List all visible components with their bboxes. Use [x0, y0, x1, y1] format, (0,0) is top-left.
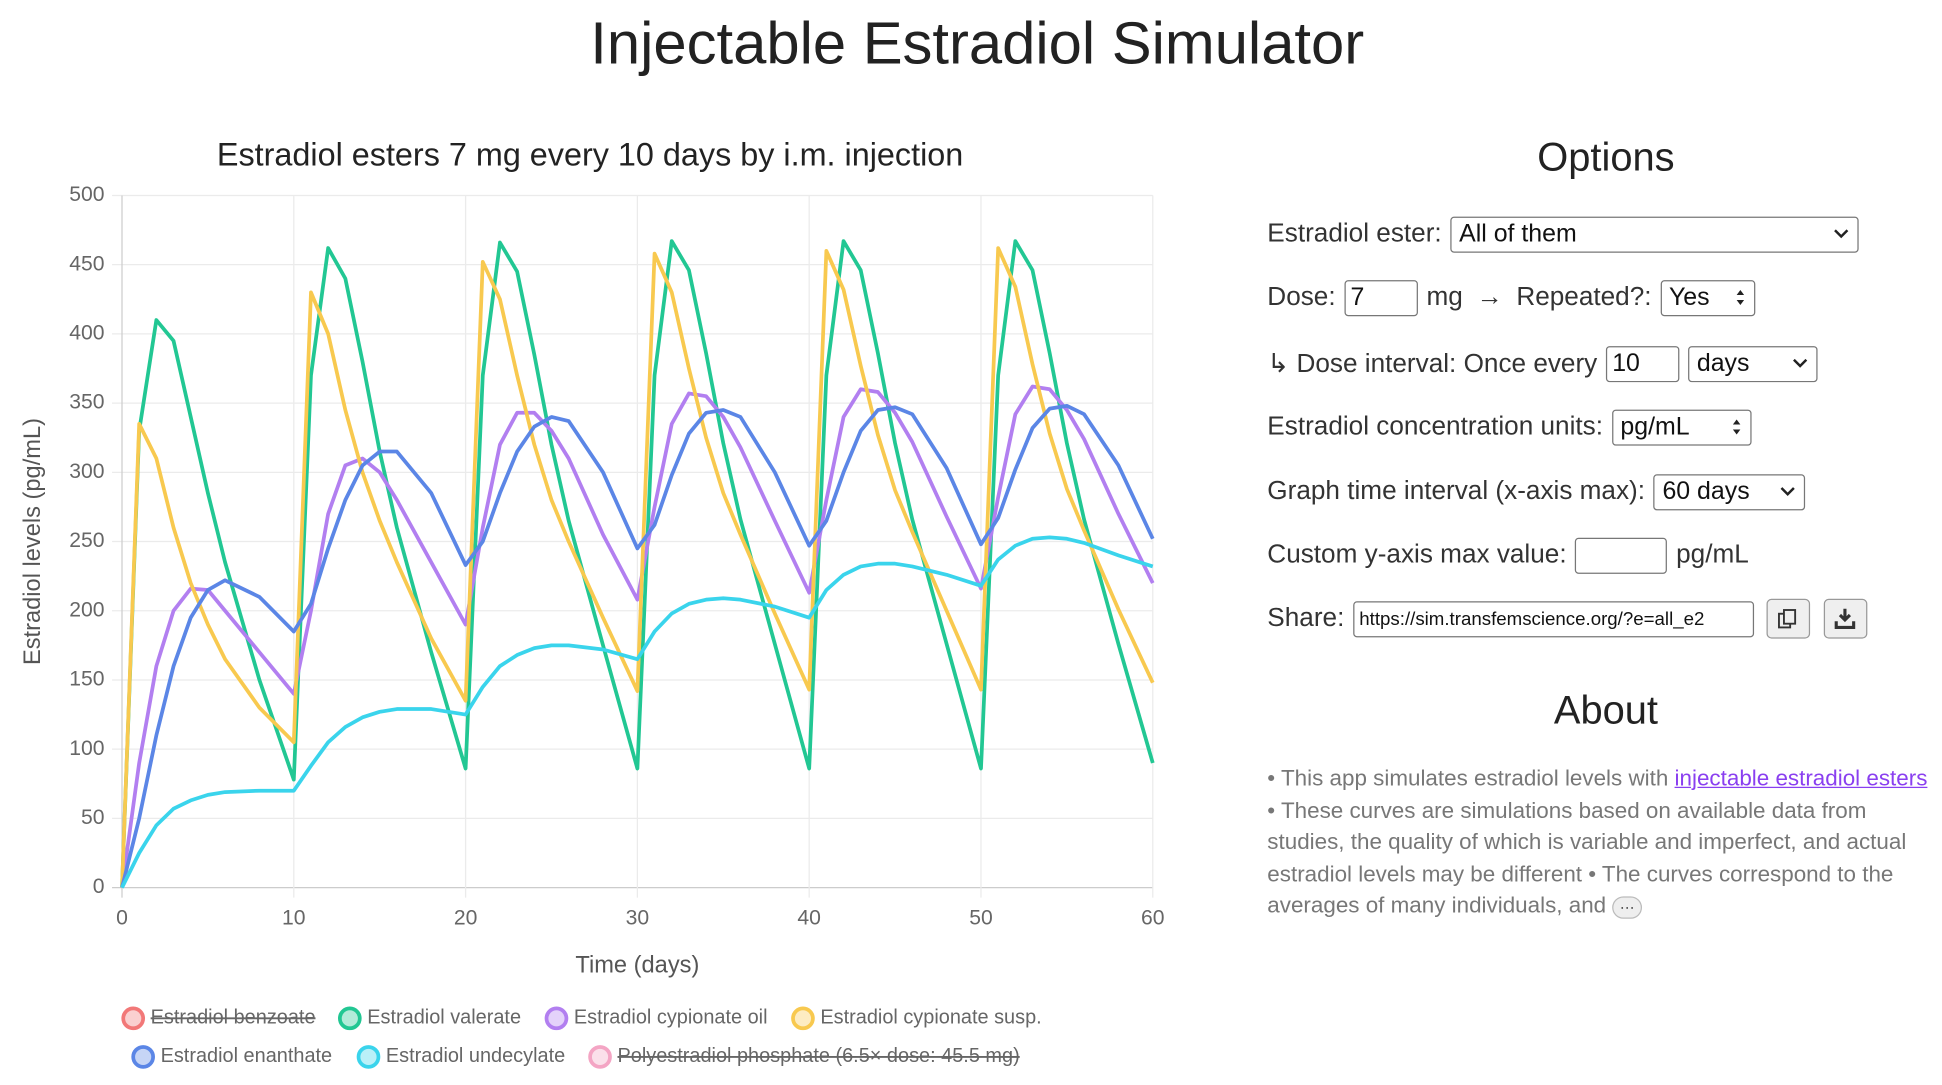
chart: Estradiol esters 7 mg every 10 days by i…: [20, 136, 1165, 1069]
chart-title: Estradiol esters 7 mg every 10 days by i…: [217, 136, 963, 172]
y-axis-label: Estradiol levels (pg/mL): [20, 418, 46, 665]
share-row: Share: https://sim.transfemscience.org/?…: [1267, 598, 1868, 640]
ymax-input[interactable]: [1575, 537, 1668, 574]
select-value: days: [1696, 349, 1750, 377]
graph-select[interactable]: 60 days: [1653, 473, 1806, 510]
x-axis-label: Time (days): [575, 952, 699, 978]
y-tick-label: 50: [81, 806, 105, 829]
x-tick-label: 0: [116, 906, 128, 929]
units-row: Estradiol concentration units: pg/mL: [1267, 406, 1752, 448]
ymax-row: Custom y-axis max value: pg/mL: [1267, 534, 1749, 576]
y-tick-label: 0: [93, 875, 105, 898]
label: Dose:: [1267, 282, 1336, 312]
input-value: 10: [1612, 349, 1640, 377]
label: Estradiol ester:: [1267, 219, 1442, 248]
y-tick-label: 200: [69, 598, 104, 621]
about-heading: About: [1553, 687, 1658, 733]
page-title: Injectable Estradiol Simulator: [590, 11, 1365, 78]
legend-label: Estradiol valerate: [367, 1007, 521, 1029]
label: Graph time interval (x-axis max):: [1267, 476, 1646, 506]
select-value: Yes: [1668, 283, 1710, 311]
series-line: [120, 239, 1155, 888]
dose-input[interactable]: 7: [1344, 279, 1418, 316]
arrow: →: [1476, 282, 1503, 312]
y-tick-label: 500: [69, 183, 104, 206]
label: ↳ Dose interval: Once every: [1267, 349, 1598, 378]
label: Share:: [1267, 603, 1345, 633]
text: • These curves are simulations based on …: [1267, 797, 1907, 918]
link[interactable]: injectable estradiol esters: [1674, 765, 1928, 791]
label: Estradiol concentration units:: [1267, 412, 1604, 441]
series-line: [120, 246, 1155, 888]
units-select[interactable]: pg/mL: [1611, 408, 1752, 446]
interval-input[interactable]: 10: [1605, 345, 1680, 382]
y-tick-label: 300: [69, 460, 104, 483]
share-input[interactable]: https://sim.transfemscience.org/?e=all_e…: [1353, 600, 1754, 637]
dose-row: Dose: 7 mg → Repeated?: Yes: [1267, 276, 1755, 318]
x-tick-label: 50: [969, 906, 993, 929]
interval-unit-select[interactable]: days: [1688, 345, 1818, 382]
unit: pg/mL: [1676, 540, 1749, 569]
input-value: https://sim.transfemscience.org/?e=all_e…: [1359, 608, 1705, 630]
x-tick-label: 10: [282, 906, 306, 929]
graph-row: Graph time interval (x-axis max): 60 day…: [1267, 471, 1806, 513]
series-line: [120, 535, 1154, 889]
legend-swatch: [131, 1045, 155, 1069]
input-value: 7: [1350, 283, 1365, 311]
legend-swatch: [121, 1006, 146, 1031]
select-value: pg/mL: [1620, 412, 1690, 441]
x-tick-label: 30: [626, 906, 650, 929]
repeated-select[interactable]: Yes: [1660, 279, 1755, 316]
series-line: [120, 403, 1155, 889]
chevron: [1781, 487, 1796, 496]
legend-swatch: [791, 1006, 815, 1031]
text: • This app simulates estradiol levels wi…: [1267, 765, 1675, 791]
label: Repeated?:: [1516, 282, 1652, 312]
options-heading: Options: [1537, 134, 1675, 180]
updown: [1736, 290, 1744, 306]
x-tick-label: 20: [454, 906, 478, 929]
download-icon: [1835, 608, 1856, 629]
y-tick-label: 150: [69, 668, 104, 691]
copy-icon: [1778, 609, 1797, 629]
chevron: [1834, 229, 1849, 239]
legend-label: Estradiol cypionate susp.: [820, 1007, 1041, 1029]
interval-row: ↳ Dose interval: Once every 10 days: [1267, 342, 1818, 384]
unit: mg: [1426, 282, 1463, 312]
legend-swatch: [337, 1006, 362, 1031]
more-button[interactable]: ⋯: [1612, 896, 1643, 919]
select-value: All of them: [1459, 219, 1577, 248]
legend-label: Estradiol cypionate oil: [574, 1007, 768, 1029]
download-button[interactable]: [1823, 598, 1868, 639]
about-text: • This app simulates estradiol levels wi…: [1267, 763, 1933, 922]
legend-label: Estradiol enanthate: [161, 1045, 333, 1067]
y-tick-label: 100: [69, 737, 104, 760]
x-tick-label: 60: [1141, 906, 1165, 929]
chevron: [1793, 358, 1808, 368]
legend-swatch: [356, 1045, 381, 1069]
legend-swatch: [544, 1006, 569, 1031]
y-tick-label: 350: [69, 391, 104, 414]
x-tick-label: 40: [797, 906, 821, 929]
y-tick-label: 450: [69, 252, 104, 275]
legend-label: Estradiol undecylate: [386, 1045, 565, 1067]
updown: [1732, 419, 1740, 435]
copy-button[interactable]: [1766, 598, 1810, 639]
select-value: 60 days: [1662, 477, 1750, 505]
ester-select[interactable]: All of them: [1450, 215, 1859, 253]
y-tick-label: 400: [69, 321, 104, 344]
legend-swatch: [588, 1045, 612, 1069]
label: Custom y-axis max value:: [1267, 540, 1567, 569]
ester-row: Estradiol ester: All of them: [1267, 213, 1859, 255]
y-tick-label: 250: [69, 529, 104, 552]
